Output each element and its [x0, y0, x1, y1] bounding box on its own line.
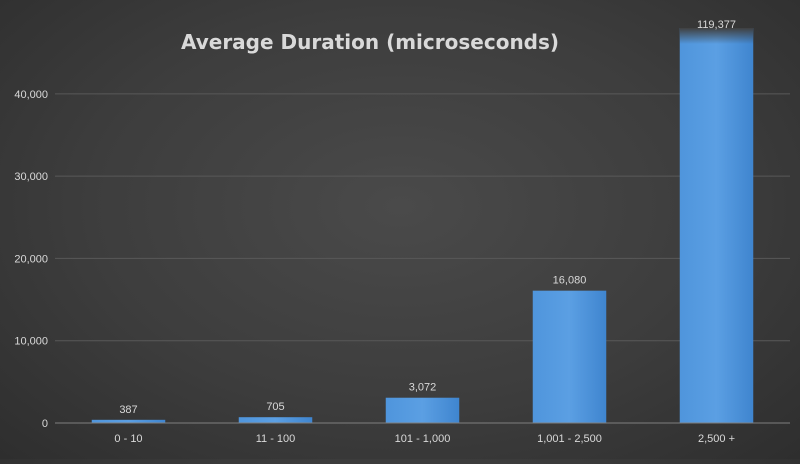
x-tick-label: 0 - 10 [114, 433, 142, 445]
y-tick-label: 30,000 [14, 171, 48, 183]
bar [238, 417, 313, 423]
x-tick-label: 1,001 - 2,500 [537, 433, 602, 445]
y-axis-tick-labels: 0 10,000 20,000 30,000 40,000 [14, 89, 48, 430]
chart-title: Average Duration (microseconds) [181, 30, 559, 54]
gridlines [55, 93, 790, 342]
data-label: 119,377 [697, 19, 736, 31]
bar [679, 28, 754, 423]
x-tick-label: 2,500 + [698, 433, 735, 445]
bar [385, 397, 460, 423]
bars [91, 28, 754, 423]
data-labels: 387 705 3,072 16,080 119,377 [119, 19, 736, 416]
y-tick-label: 0 [42, 418, 48, 430]
y-tick-label: 10,000 [14, 336, 48, 348]
data-label: 16,080 [553, 275, 587, 287]
bar [532, 290, 607, 423]
y-tick-label: 20,000 [14, 253, 48, 265]
y-tick-label: 40,000 [14, 89, 48, 101]
bar-top-fade [679, 28, 754, 44]
data-label: 3,072 [409, 382, 437, 394]
data-label: 387 [119, 404, 137, 416]
bar [91, 419, 166, 423]
x-tick-label: 11 - 100 [256, 433, 296, 445]
x-tick-label: 101 - 1,000 [395, 433, 451, 445]
x-axis-tick-labels: 0 - 10 11 - 100 101 - 1,000 1,001 - 2,500 2,… [114, 433, 735, 445]
data-label: 705 [266, 401, 284, 413]
